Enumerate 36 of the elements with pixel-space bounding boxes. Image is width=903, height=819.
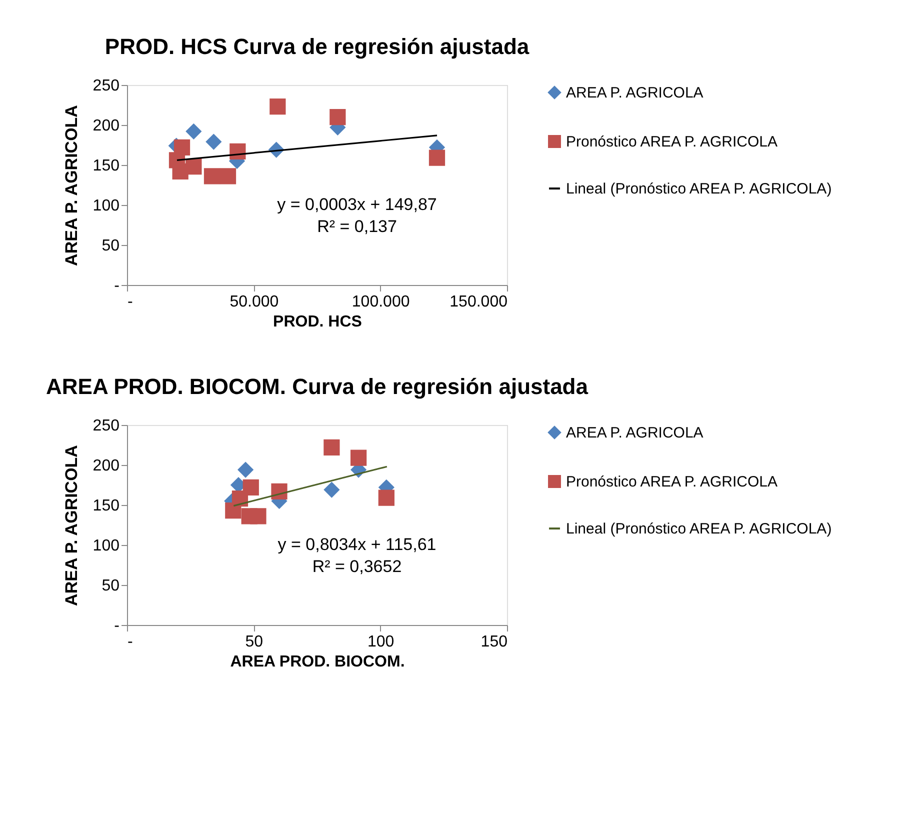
x-tick-label: - [128, 634, 133, 650]
legend-label: Lineal (Pronóstico AREA P. AGRICOLA) [566, 180, 832, 198]
y-tick-label: 50 [102, 238, 120, 254]
y-tick-label: 150 [92, 498, 120, 514]
x-axis-title: AREA PROD. BIOCOM. [230, 654, 405, 670]
y-axis-title: AREA P. AGRICOLA [62, 445, 81, 606]
y-tick-label: 200 [92, 458, 120, 474]
y-tick-label: 200 [92, 118, 120, 134]
annotation: y = 0,0003x + 149,87 [277, 195, 437, 214]
y-tick-label: 250 [92, 418, 120, 434]
legend-label: Pronóstico AREA P. AGRICOLA [566, 474, 778, 490]
legend-label: AREA P. AGRICOLA [566, 424, 704, 442]
chart-title: PROD. HCS Curva de regresión ajustada [104, 34, 530, 59]
y-tick-label: - [114, 618, 120, 634]
y-tick-label: 100 [92, 198, 120, 214]
legend-label: Pronóstico AREA P. AGRICOLA [566, 134, 778, 150]
x-tick-label: 100 [367, 634, 394, 650]
x-tick-label: 150 [480, 634, 508, 650]
x-tick-label: 50 [245, 634, 264, 650]
chart-title: AREA PROD. BIOCOM. Curva de regresión ajustada [46, 374, 589, 399]
x-tick-label: 100.000 [352, 294, 410, 310]
x-tick-label: 150.000 [450, 294, 508, 310]
annotation: R² = 0,3652 [312, 557, 402, 576]
x-tick-label: 50.000 [230, 294, 279, 310]
annotation: y = 0,8034x + 115,61 [278, 535, 436, 554]
x-tick-label: - [128, 294, 133, 310]
y-axis-title: AREA P. AGRICOLA [62, 105, 81, 266]
x-axis-title: PROD. HCS [273, 314, 362, 330]
legend-label: AREA P. AGRICOLA [566, 84, 704, 102]
y-tick-label: 50 [102, 578, 120, 594]
legend-label: Lineal (Pronóstico AREA P. AGRICOLA) [566, 520, 832, 538]
annotation: R² = 0,137 [317, 217, 397, 236]
y-tick-label: - [114, 278, 120, 294]
y-tick-label: 250 [92, 78, 120, 94]
y-tick-label: 100 [92, 538, 120, 554]
y-tick-label: 150 [92, 158, 120, 174]
